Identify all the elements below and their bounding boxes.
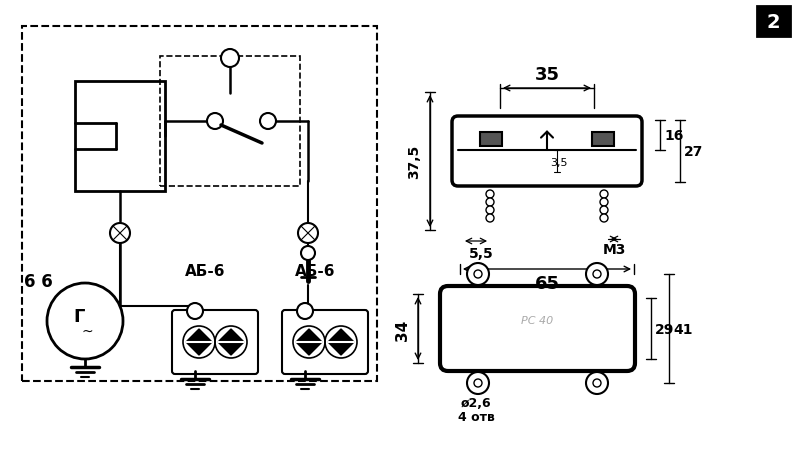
Circle shape (467, 263, 489, 286)
Circle shape (586, 372, 608, 394)
Text: 37,5: 37,5 (407, 145, 421, 179)
Bar (480, 132, 502, 146)
Text: 35: 35 (534, 66, 559, 84)
Circle shape (297, 303, 313, 319)
Circle shape (47, 283, 123, 359)
Bar (75, 82, 165, 192)
Circle shape (221, 50, 239, 68)
FancyBboxPatch shape (440, 287, 635, 371)
FancyBboxPatch shape (282, 310, 368, 374)
Polygon shape (218, 342, 244, 355)
Text: 29: 29 (655, 322, 674, 336)
Circle shape (593, 379, 601, 387)
Circle shape (207, 114, 223, 130)
Text: 34: 34 (394, 319, 410, 340)
Text: 4 отв: 4 отв (458, 411, 494, 424)
Text: ~: ~ (81, 324, 93, 338)
Circle shape (301, 247, 315, 260)
Text: 6 6: 6 6 (24, 272, 52, 290)
Text: 27: 27 (684, 145, 704, 159)
Bar (22, 27, 377, 381)
Bar (592, 132, 614, 146)
Circle shape (600, 198, 608, 207)
Circle shape (187, 303, 203, 319)
Polygon shape (328, 342, 354, 355)
FancyBboxPatch shape (452, 117, 642, 187)
Circle shape (298, 224, 318, 244)
Circle shape (486, 198, 494, 207)
Text: 41: 41 (674, 322, 693, 336)
Text: АБ-6: АБ-6 (294, 264, 335, 279)
Circle shape (600, 190, 608, 198)
Circle shape (586, 263, 608, 286)
Text: РС 40: РС 40 (522, 315, 554, 325)
Polygon shape (218, 329, 244, 342)
Circle shape (467, 372, 489, 394)
Circle shape (474, 270, 482, 278)
Text: 3,5: 3,5 (550, 157, 568, 167)
Circle shape (486, 207, 494, 215)
Circle shape (110, 224, 130, 244)
Circle shape (486, 215, 494, 223)
Text: 2: 2 (766, 12, 780, 31)
Circle shape (474, 379, 482, 387)
Circle shape (600, 207, 608, 215)
Text: 65: 65 (534, 275, 559, 292)
Polygon shape (186, 342, 212, 355)
Polygon shape (296, 329, 322, 342)
Polygon shape (296, 342, 322, 355)
Polygon shape (186, 329, 212, 342)
Text: 16: 16 (664, 129, 684, 142)
Text: 5,5: 5,5 (469, 247, 494, 260)
Text: Г: Г (74, 307, 85, 325)
Text: АБ-6: АБ-6 (185, 264, 226, 279)
Circle shape (486, 190, 494, 198)
Polygon shape (328, 329, 354, 342)
Bar (160, 57, 300, 187)
Circle shape (593, 270, 601, 278)
Text: М3: М3 (602, 242, 626, 257)
Circle shape (260, 114, 276, 130)
Bar (757, 7, 790, 37)
Text: ø2,6: ø2,6 (461, 397, 491, 410)
FancyBboxPatch shape (172, 310, 258, 374)
Circle shape (600, 215, 608, 223)
